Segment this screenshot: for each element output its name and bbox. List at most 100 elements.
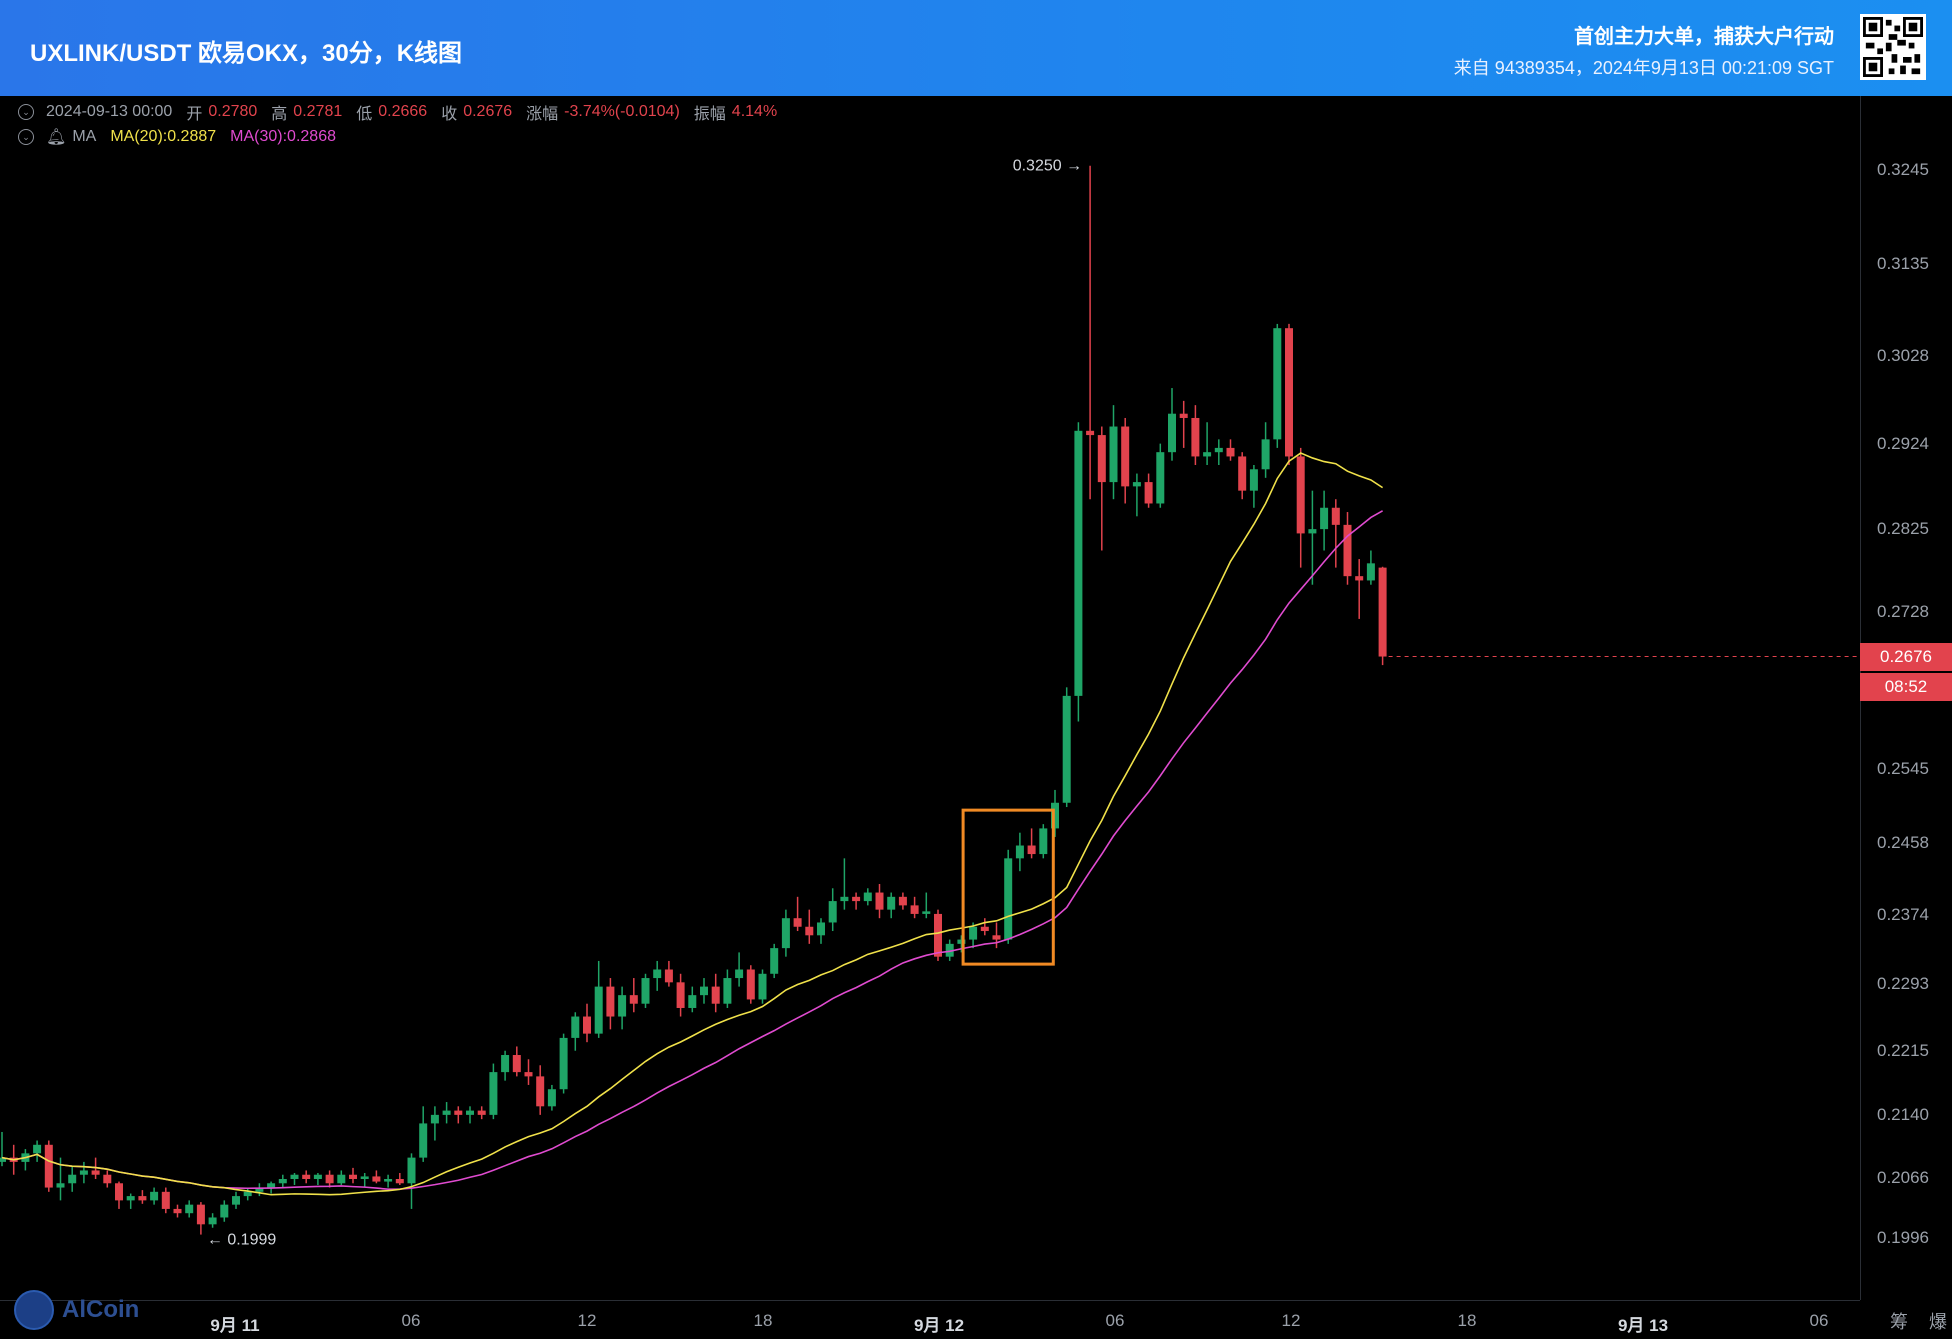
- candle[interactable]: [407, 1157, 416, 1184]
- candle[interactable]: [583, 1016, 591, 1034]
- candle[interactable]: [559, 1037, 568, 1090]
- candle[interactable]: [278, 1178, 287, 1184]
- candle[interactable]: [349, 1174, 357, 1179]
- candle[interactable]: [1109, 426, 1118, 483]
- candle[interactable]: [735, 969, 744, 979]
- candle[interactable]: [1226, 447, 1235, 457]
- candle[interactable]: [512, 1055, 521, 1073]
- candle[interactable]: [384, 1178, 393, 1182]
- candle[interactable]: [1027, 845, 1036, 855]
- time-axis[interactable]: 9月 11 06 12 18 9月 12 06 12 18 9月 13 06: [0, 1300, 1860, 1339]
- candle[interactable]: [302, 1174, 311, 1179]
- candle[interactable]: [571, 1016, 580, 1038]
- candle[interactable]: [68, 1174, 77, 1184]
- candle[interactable]: [442, 1110, 451, 1115]
- candle[interactable]: [898, 896, 907, 906]
- candle[interactable]: [1378, 567, 1387, 657]
- candle[interactable]: [1214, 447, 1223, 453]
- candle[interactable]: [1249, 469, 1258, 491]
- candle[interactable]: [232, 1196, 240, 1205]
- candle[interactable]: [255, 1187, 264, 1192]
- candle[interactable]: [1355, 576, 1364, 581]
- candle[interactable]: [1296, 456, 1305, 534]
- candle[interactable]: [653, 969, 662, 979]
- candle[interactable]: [1203, 452, 1212, 457]
- candle[interactable]: [1273, 328, 1282, 440]
- candle[interactable]: [173, 1208, 182, 1214]
- candle[interactable]: [629, 995, 638, 1004]
- candle[interactable]: [0, 1157, 6, 1162]
- candle[interactable]: [1179, 413, 1188, 418]
- candle[interactable]: [700, 986, 708, 996]
- candle[interactable]: [372, 1176, 381, 1182]
- candle[interactable]: [676, 982, 685, 1008]
- candle[interactable]: [395, 1178, 404, 1184]
- candle[interactable]: [161, 1191, 170, 1209]
- candle[interactable]: [1004, 858, 1013, 940]
- candle[interactable]: [337, 1174, 346, 1184]
- candle[interactable]: [267, 1183, 276, 1188]
- ma-indicator-label[interactable]: MA: [72, 128, 97, 145]
- candle[interactable]: [992, 935, 1001, 940]
- candle[interactable]: [419, 1123, 428, 1158]
- candle[interactable]: [196, 1204, 205, 1225]
- candle[interactable]: [1132, 482, 1141, 487]
- candle[interactable]: [501, 1055, 510, 1073]
- candle[interactable]: [103, 1174, 112, 1184]
- candle[interactable]: [606, 986, 615, 1017]
- candle[interactable]: [1097, 435, 1106, 483]
- candle[interactable]: [910, 905, 919, 914]
- candle[interactable]: [1261, 439, 1270, 470]
- candle[interactable]: [746, 969, 755, 1000]
- candle[interactable]: [945, 943, 954, 957]
- candle[interactable]: [875, 892, 884, 910]
- candle[interactable]: [430, 1114, 439, 1124]
- candle[interactable]: [1039, 828, 1048, 855]
- candle[interactable]: [220, 1204, 229, 1218]
- collapse-toggle-icon[interactable]: ⌄: [18, 104, 34, 120]
- candle[interactable]: [1343, 524, 1352, 577]
- candle[interactable]: [980, 926, 989, 932]
- candle[interactable]: [770, 948, 779, 974]
- candle[interactable]: [711, 986, 720, 1004]
- candle[interactable]: [1285, 328, 1293, 457]
- candle[interactable]: [817, 922, 825, 936]
- candle[interactable]: [547, 1089, 556, 1107]
- candle[interactable]: [466, 1110, 474, 1115]
- candle[interactable]: [325, 1174, 334, 1184]
- candle[interactable]: [313, 1174, 322, 1179]
- candle[interactable]: [1320, 507, 1329, 530]
- candle[interactable]: [618, 995, 627, 1017]
- candle[interactable]: [922, 911, 931, 914]
- candle[interactable]: [957, 939, 966, 944]
- candle[interactable]: [489, 1072, 498, 1115]
- candle[interactable]: [1121, 426, 1130, 487]
- candle[interactable]: [805, 926, 814, 936]
- candle[interactable]: [1366, 563, 1375, 581]
- candle[interactable]: [1191, 417, 1200, 457]
- candle[interactable]: [1051, 802, 1059, 829]
- candle[interactable]: [1331, 507, 1340, 525]
- candle[interactable]: [781, 918, 790, 949]
- candle[interactable]: [1074, 430, 1083, 696]
- candle[interactable]: [934, 913, 942, 957]
- candle[interactable]: [115, 1183, 123, 1201]
- candle[interactable]: [150, 1191, 159, 1201]
- candle[interactable]: [185, 1204, 194, 1214]
- candle[interactable]: [852, 896, 861, 902]
- candle[interactable]: [1062, 695, 1071, 803]
- candle[interactable]: [1308, 529, 1317, 534]
- candle[interactable]: [290, 1174, 299, 1179]
- candle[interactable]: [1156, 452, 1165, 504]
- candle[interactable]: [44, 1144, 53, 1188]
- candle[interactable]: [688, 995, 697, 1008]
- candle[interactable]: [477, 1110, 486, 1115]
- candle[interactable]: [33, 1144, 42, 1154]
- candle[interactable]: [1144, 482, 1153, 504]
- candle[interactable]: [723, 978, 732, 1004]
- candle[interactable]: [863, 892, 872, 902]
- candle[interactable]: [138, 1196, 147, 1201]
- candle[interactable]: [79, 1170, 88, 1175]
- candle[interactable]: [243, 1191, 252, 1197]
